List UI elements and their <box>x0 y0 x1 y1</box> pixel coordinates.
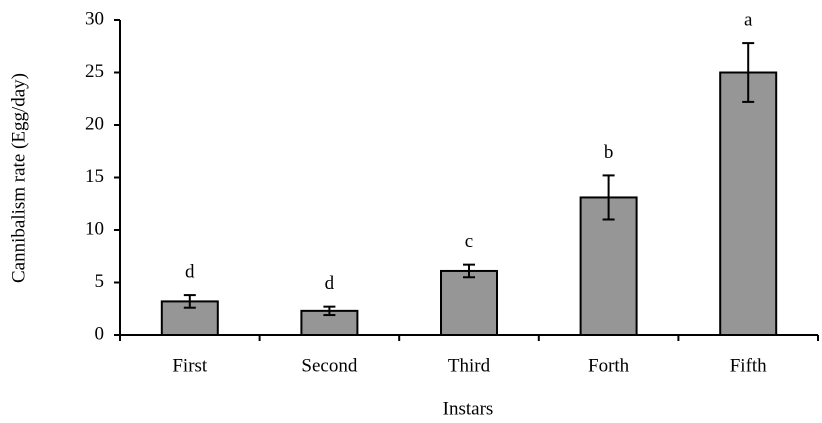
x-tick-label: Second <box>301 355 357 376</box>
y-tick-label: 5 <box>95 271 105 292</box>
bar <box>440 269 498 337</box>
significance-letter: d <box>185 261 195 282</box>
error-bar <box>602 174 615 221</box>
error-bar <box>323 305 336 317</box>
significance-letter: a <box>744 9 753 30</box>
error-bar <box>463 263 475 279</box>
y-tick-label: 25 <box>85 61 104 82</box>
significance-letter: b <box>604 142 614 163</box>
y-tick-label: 0 <box>95 323 105 344</box>
y-tick-label: 10 <box>85 218 104 239</box>
bar <box>719 71 778 336</box>
y-tick-label: 20 <box>85 113 104 134</box>
x-tick-label: Forth <box>588 355 630 376</box>
significance-letter: c <box>465 231 473 252</box>
x-tick-label: First <box>172 355 208 376</box>
y-axis-label: Cannibalism rate (Egg/day) <box>8 73 29 283</box>
error-bar <box>742 42 755 103</box>
significance-letter: d <box>325 273 335 294</box>
y-tick-label: 15 <box>85 166 104 187</box>
x-axis-label: Instars <box>443 398 494 419</box>
error-bar <box>183 294 196 309</box>
x-tick-label: Fifth <box>730 355 767 376</box>
y-tick-label: 30 <box>85 8 104 29</box>
x-tick-label: Third <box>448 355 491 376</box>
